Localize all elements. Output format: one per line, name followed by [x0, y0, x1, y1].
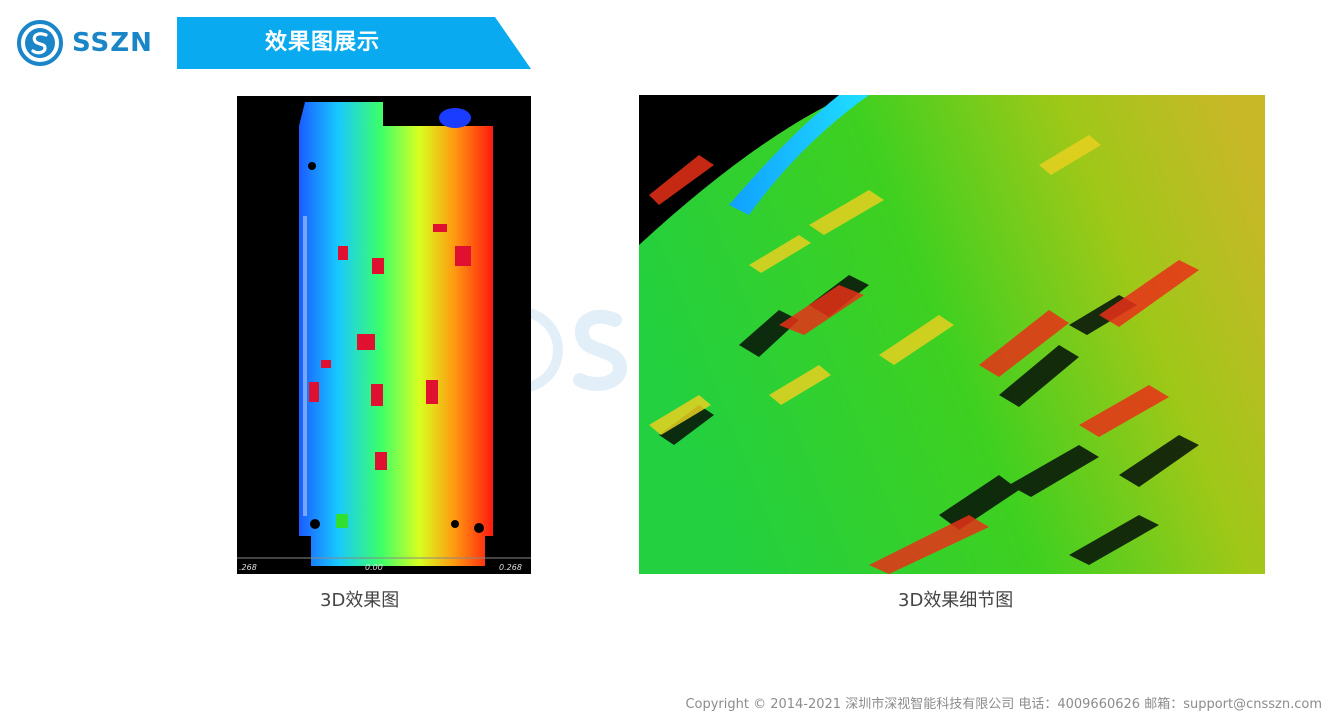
image-caption-3d-detail: 3D效果细节图	[898, 590, 1014, 611]
scale-center-label: 0.00	[365, 563, 383, 572]
company-logo: SSZN	[17, 19, 153, 67]
image-caption-3d: 3D效果图	[320, 590, 400, 611]
sszn-logo-icon	[17, 20, 63, 66]
logo-text: SSZN	[72, 28, 153, 58]
page-title: 效果图展示	[265, 30, 381, 55]
pcb-3d-detail-image	[639, 95, 1265, 574]
scale-right-label: 0.268	[499, 563, 522, 572]
footer-copyright: Copyright © 2014-2021 深圳市深视智能科技有限公司 电话：4…	[685, 697, 1322, 712]
title-banner: 效果图展示	[177, 17, 531, 69]
pcb-3d-heightmap-image: .268 0.00 0.268	[237, 96, 531, 574]
scale-left-label: .268	[239, 563, 257, 572]
